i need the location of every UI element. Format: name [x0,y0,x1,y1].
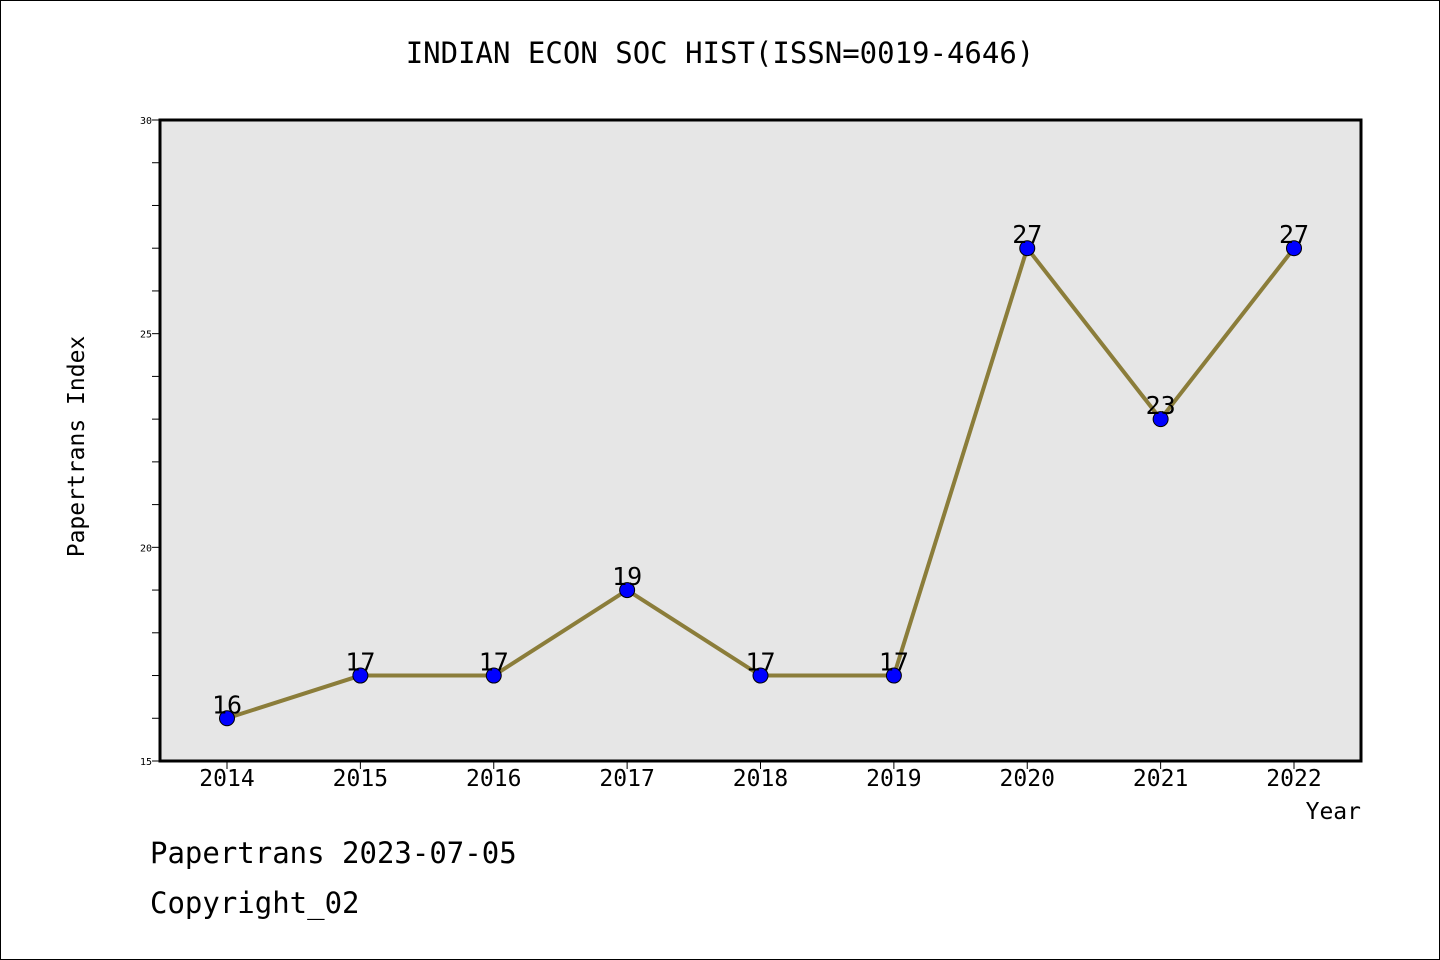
x-tick-label: 2020 [1000,766,1055,792]
data-point [885,667,902,684]
x-tick-label: 2017 [599,766,654,792]
data-label: 17 [879,648,909,677]
y-tick-label: 20 [140,543,152,554]
data-point [1152,411,1169,428]
data-label: 23 [1146,391,1176,420]
x-tick-label: 2019 [866,766,921,792]
data-label: 17 [479,648,509,677]
x-axis-label: Year [1306,799,1361,825]
data-point [352,667,369,684]
data-label: 16 [212,690,242,719]
data-point [619,582,636,599]
y-tick-label: 15 [140,757,152,768]
data-point [219,710,235,727]
data-point [1019,240,1036,257]
data-label: 17 [345,648,375,677]
x-tick-label: 2018 [733,766,788,792]
y-tick-label: 30 [140,116,152,127]
y-axis-ticks: 15 20 25 30 [140,116,160,768]
data-label: 17 [745,648,775,677]
data-labels: 16 17 17 19 17 17 27 23 27 [212,220,1309,719]
x-tick-label: 2021 [1133,766,1188,792]
data-label: 27 [1012,220,1042,249]
x-tick-label: 2016 [466,766,521,792]
data-label: 27 [1279,220,1309,249]
plot-area [160,120,1361,761]
x-axis-ticks: 2014 2015 2016 2017 2018 2019 2020 2021 2022 [199,761,1322,792]
footer-date: Papertrans 2023-07-05 [150,836,517,870]
data-point [752,667,769,684]
chart-title: INDIAN ECON SOC HIST(ISSN=0019-4646) [405,36,1035,70]
x-tick-label: 2015 [333,766,388,792]
data-label: 19 [612,562,642,591]
footer-copyright: Copyright_02 [150,886,360,920]
y-axis-label: Papertrans Index [64,336,90,558]
x-tick-label: 2022 [1266,766,1321,792]
y-tick-label: 25 [140,330,152,341]
data-point [485,667,502,684]
plot-border [158,118,1363,763]
x-tick-label: 2014 [199,766,254,792]
data-points [219,240,1302,727]
data-point [1286,240,1302,257]
